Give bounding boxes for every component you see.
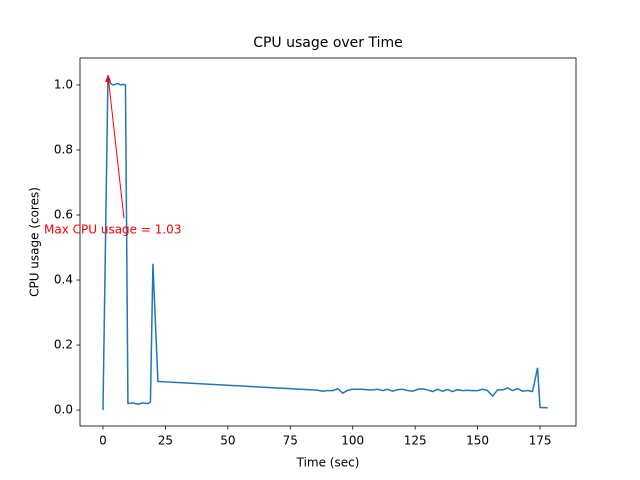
x-tick-label: 0	[99, 434, 107, 448]
x-tick-label: 50	[220, 434, 235, 448]
x-tick-label: 75	[283, 434, 298, 448]
line-series	[102, 75, 548, 411]
annotation-arrow	[107, 75, 125, 219]
y-tick-label: 0.0	[54, 403, 73, 417]
y-tick-label: 0.4	[54, 273, 73, 287]
y-axis-label: CPU usage (cores)	[28, 187, 42, 297]
y-tick-label: 0.8	[54, 143, 73, 157]
plot-frame	[79, 57, 577, 427]
annotation-text: Max CPU usage = 1.03	[44, 223, 181, 237]
x-tick-label: 150	[466, 434, 489, 448]
x-axis-label: Time (sec)	[296, 456, 360, 470]
x-tick-label: 25	[158, 434, 173, 448]
x-tick-label: 100	[341, 434, 364, 448]
annotation-arrowhead	[104, 75, 111, 83]
y-tick-label: 0.6	[54, 208, 73, 222]
x-tick-label: 125	[404, 434, 427, 448]
x-tick-label: 175	[529, 434, 552, 448]
y-tick-label: 1.0	[54, 77, 73, 91]
y-tick-label: 0.2	[54, 338, 73, 352]
chart-title: CPU usage over Time	[253, 35, 403, 51]
